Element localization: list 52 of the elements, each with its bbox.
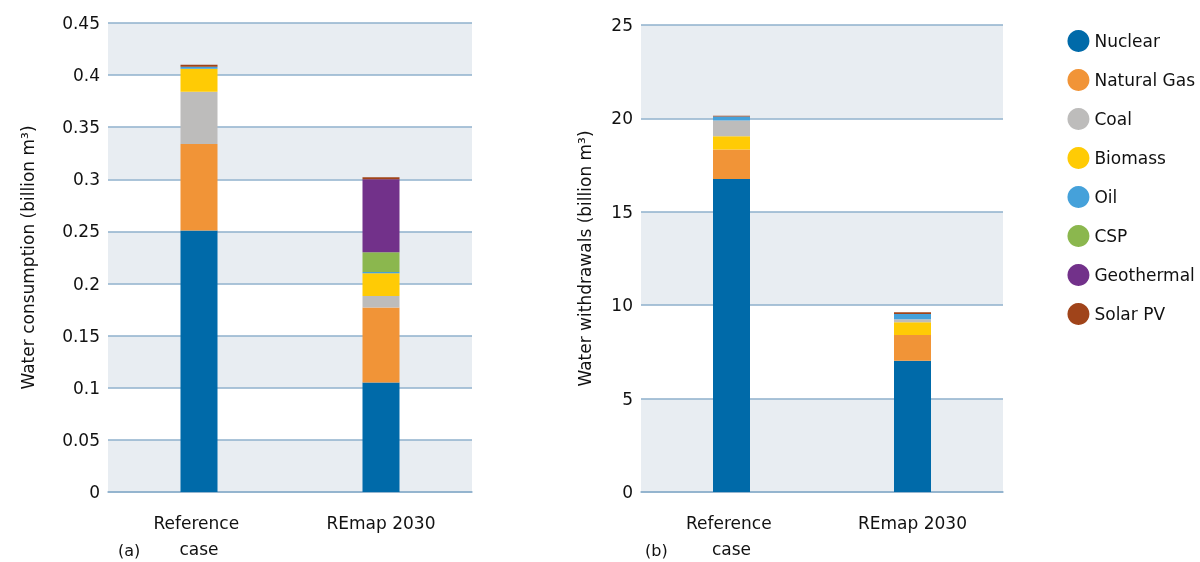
bar (180, 230, 218, 492)
bar (894, 360, 931, 492)
legend-label: Oil (1094, 187, 1118, 207)
y-tick-label: 0.45 (62, 13, 100, 33)
y-tick-label: 0 (89, 482, 100, 502)
legend-label: Natural Gas (1094, 70, 1196, 90)
legend-label: Solar PV (1094, 304, 1166, 324)
bar (362, 296, 400, 308)
bar (362, 382, 400, 492)
bar (362, 179, 400, 253)
legend-label: Geothermal (1094, 265, 1195, 285)
y-tick-label: 0.15 (62, 325, 100, 346)
y-tick-label: 0.25 (62, 221, 100, 242)
y-tick-label: 0.05 (62, 429, 100, 450)
bar (713, 149, 750, 180)
x-tick-label: Reference case (685, 513, 778, 559)
x-tick-label: REmap 2030 (326, 513, 436, 533)
x-tick-label: Reference case (153, 513, 245, 559)
bar (713, 179, 750, 492)
legend-label: Nuclear (1094, 31, 1160, 51)
y-tick-label: 25 (611, 15, 633, 35)
x-tick-label: REmap 2030 (858, 513, 967, 533)
bar (362, 177, 400, 180)
text: (b) (645, 540, 668, 560)
y-axis-title: Water consumption (billion m³) (17, 125, 38, 390)
legend-label: Biomass (1094, 148, 1167, 168)
y-tick-label: 15 (611, 201, 633, 222)
y-tick-label: 0.1 (72, 377, 100, 398)
bar (362, 252, 400, 273)
y-tick-label: 0.4 (72, 65, 100, 86)
bar (713, 136, 750, 150)
bar (180, 143, 218, 231)
bar (894, 319, 931, 323)
bar (180, 91, 218, 144)
bar (894, 313, 931, 320)
bar (894, 335, 931, 361)
y-tick-label: 0.3 (72, 169, 100, 190)
y-tick-label: 0.2 (72, 273, 100, 294)
bar (180, 68, 218, 92)
y-tick-label: 0.35 (62, 117, 100, 138)
y-tick-label: 0 (622, 482, 633, 502)
bar (894, 322, 931, 336)
bar (713, 120, 750, 137)
y-axis-title: Water withdrawals (billion m³) (574, 130, 595, 387)
y-tick-label: 5 (622, 388, 633, 409)
y-tick-label: 10 (611, 295, 633, 316)
legend-label: Coal (1094, 109, 1132, 129)
y-tick-label: 20 (611, 108, 633, 129)
bar (362, 307, 400, 383)
bar (362, 273, 400, 297)
legend-label: CSP (1094, 226, 1128, 246)
text: (a) (118, 540, 141, 560)
